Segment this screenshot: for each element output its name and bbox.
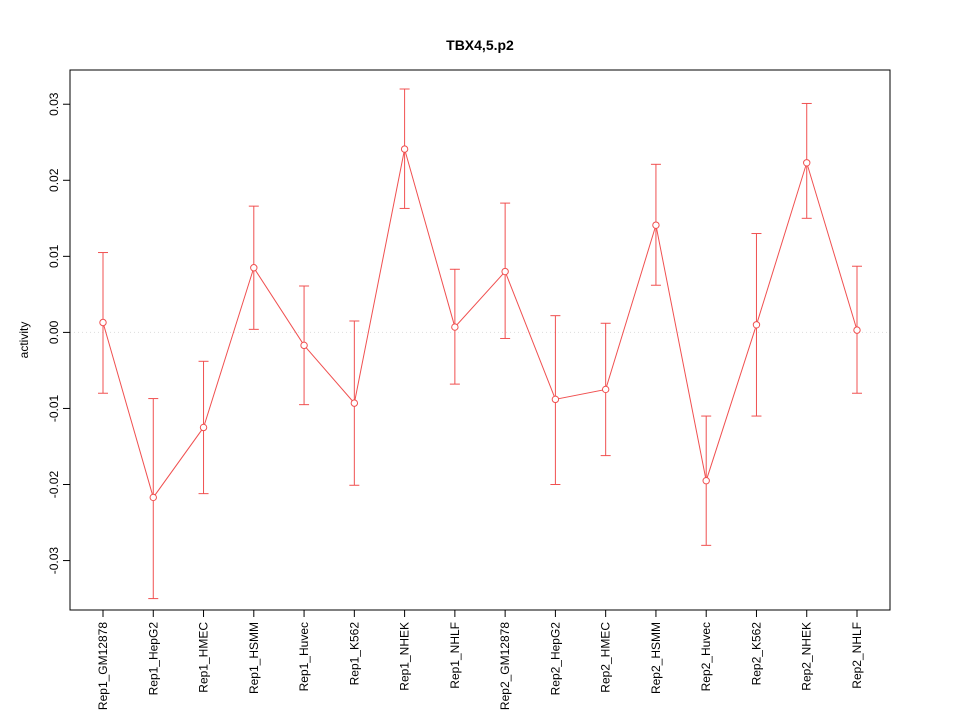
y-axis-label: activity: [17, 322, 31, 359]
y-tick-label: 0.03: [47, 92, 61, 116]
data-point: [652, 221, 660, 229]
x-tick-label: Rep2_HMEC: [599, 622, 613, 693]
y-tick-label: 0.00: [47, 320, 61, 344]
data-point: [803, 159, 811, 167]
data-point: [601, 385, 610, 394]
x-tick-label: Rep2_GM12878: [498, 622, 512, 710]
y-tick-label: 0.02: [47, 168, 61, 192]
data-point: [199, 423, 208, 432]
x-tick-label: Rep2_NHEK: [800, 622, 814, 691]
data-point: [853, 326, 861, 334]
x-tick-label: Rep2_NHLF: [850, 622, 864, 689]
x-tick-label: Rep1_NHLF: [448, 622, 462, 689]
x-tick-label: Rep2_K562: [749, 622, 763, 686]
data-point: [551, 395, 560, 404]
chart-title: TBX4,5.p2: [446, 37, 514, 53]
x-tick-label: Rep1_K562: [347, 622, 361, 686]
y-tick-label: -0.01: [47, 394, 61, 422]
data-point: [400, 145, 409, 153]
x-tick-label: Rep2_HSMM: [649, 622, 663, 694]
x-tick-label: Rep2_HepG2: [548, 622, 562, 696]
data-point: [300, 341, 308, 350]
axes-layer: -0.03 -0.02 -0.01 0.00 0.01 0.02 0.03 Rep1_GM12…: [47, 92, 864, 710]
x-tick-label: Rep2_Huvec: [699, 622, 713, 691]
data-point: [350, 399, 359, 407]
x-tick-label: Rep1_NHEK: [398, 622, 412, 691]
data-point: [149, 493, 157, 502]
data-point: [99, 318, 107, 327]
data-series-layer: [98, 88, 862, 600]
y-tick-label: -0.02: [47, 471, 61, 499]
x-tick-label: Rep1_HSMM: [247, 622, 261, 694]
x-tick-label: Rep1_GM12878: [96, 622, 110, 710]
x-tick-label: Rep1_HMEC: [197, 622, 211, 693]
plot-border: [69, 69, 891, 611]
data-point: [702, 477, 710, 485]
x-tick-label: Rep1_Huvec: [297, 622, 311, 691]
data-point: [451, 323, 459, 331]
data-point: [501, 267, 509, 276]
data-point: [250, 264, 258, 272]
x-tick-label: Rep1_HepG2: [146, 622, 160, 696]
y-tick-label: -0.03: [47, 547, 61, 575]
series-line: [102, 148, 858, 499]
data-point: [752, 321, 761, 329]
y-tick-label: 0.01: [47, 244, 61, 268]
